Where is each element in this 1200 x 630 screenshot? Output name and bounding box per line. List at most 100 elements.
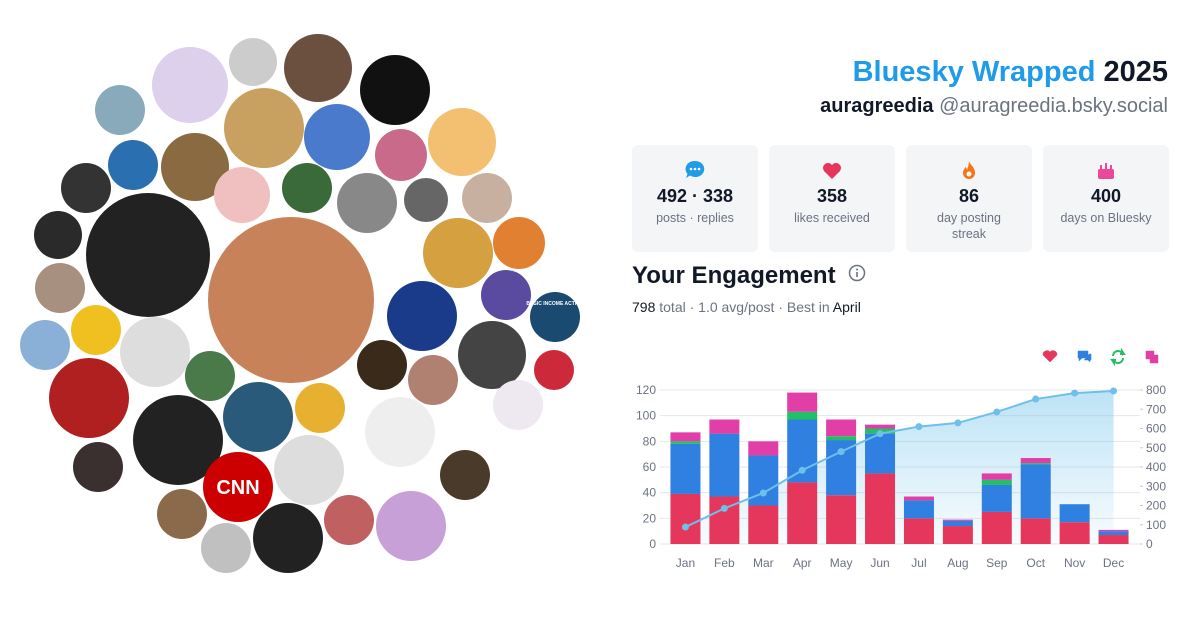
bar-segment: [787, 392, 818, 412]
stat-label: days on Bluesky: [1060, 211, 1152, 225]
avatar[interactable]: [360, 55, 430, 125]
y2-tick-label: 500: [1146, 441, 1166, 455]
avatar[interactable]: [35, 263, 85, 313]
avatar[interactable]: [161, 133, 229, 201]
avatar[interactable]: [20, 320, 70, 370]
avatar[interactable]: [203, 452, 273, 522]
avatar[interactable]: [223, 382, 293, 452]
total: 798: [632, 299, 656, 315]
avatar[interactable]: [284, 34, 352, 102]
bar-segment: [1020, 464, 1051, 519]
x-tick-label: Jul: [911, 556, 926, 570]
avatar[interactable]: [49, 358, 129, 438]
bar-segment: [709, 433, 740, 497]
avatar[interactable]: [481, 270, 531, 320]
avatar[interactable]: [208, 217, 374, 383]
point: [954, 419, 962, 427]
avatar[interactable]: [423, 218, 493, 288]
avatar[interactable]: [408, 355, 458, 405]
x-tick-label: Apr: [793, 556, 812, 570]
avatar[interactable]: [357, 340, 407, 390]
avatar[interactable]: [304, 104, 370, 170]
bar-segment: [748, 505, 779, 544]
avatar[interactable]: [253, 503, 323, 573]
icon: [685, 160, 705, 178]
legend-icon[interactable]: [1145, 350, 1159, 364]
y2-tick-label: 800: [1146, 383, 1166, 397]
avatar[interactable]: [86, 193, 210, 317]
avatar[interactable]: [71, 305, 121, 355]
avatar[interactable]: [458, 321, 526, 389]
x-tick-label: May: [830, 556, 853, 570]
avatar[interactable]: [376, 491, 446, 561]
y2-tick-label: 100: [1146, 518, 1166, 532]
summary: 798 total · 1.0 avg/post · Best in April: [632, 299, 861, 315]
handle: auragreedia @auragreedia.bsky.social: [820, 95, 1168, 118]
stat-label: likes received: [794, 211, 870, 225]
icon: [963, 161, 975, 179]
legend-icon[interactable]: [1042, 350, 1058, 363]
avatar[interactable]: [295, 383, 345, 433]
x-tick-label: Feb: [714, 556, 735, 570]
avatar[interactable]: [282, 163, 332, 213]
icon: [823, 163, 841, 179]
bar-segment: [942, 519, 973, 521]
x-tick-label: Dec: [1103, 556, 1124, 570]
avatar[interactable]: [324, 495, 374, 545]
avatar[interactable]: [185, 351, 235, 401]
y-tick-label: 0: [649, 537, 656, 551]
avatar[interactable]: [428, 108, 496, 176]
avatar[interactable]: [530, 292, 580, 342]
stat-value: 400: [1090, 186, 1122, 206]
avatar-label: BASIC INCOME ACTION: [526, 301, 584, 307]
avatar[interactable]: [224, 88, 304, 168]
info-icon[interactable]: [848, 264, 868, 284]
avatar[interactable]: [387, 281, 457, 351]
avatar[interactable]: [214, 167, 270, 223]
avatar[interactable]: [73, 442, 123, 492]
avatar[interactable]: [375, 129, 427, 181]
point: [759, 489, 767, 497]
avatar[interactable]: [365, 397, 435, 467]
avatar[interactable]: [34, 211, 82, 259]
avatar[interactable]: [337, 173, 397, 233]
point: [681, 523, 689, 531]
point: [1110, 387, 1118, 395]
avatar[interactable]: [404, 178, 448, 222]
avatar[interactable]: [534, 350, 574, 390]
avatar[interactable]: [157, 489, 207, 539]
y-tick-label: 60: [643, 460, 657, 474]
avatar[interactable]: [120, 317, 190, 387]
avatar[interactable]: [274, 435, 344, 505]
avatar[interactable]: [440, 450, 490, 500]
avatar[interactable]: [201, 523, 251, 573]
legend-icon[interactable]: [1110, 347, 1126, 367]
point: [993, 408, 1001, 416]
bar-segment: [981, 479, 1012, 485]
bar-segment: [670, 493, 701, 544]
avatar-label: CNN: [216, 477, 259, 499]
bar-segment: [981, 484, 1012, 512]
summary-text: total · 1.0 avg/post · Best in: [659, 299, 830, 315]
avatar[interactable]: [462, 173, 512, 223]
bar-segment: [1020, 463, 1051, 465]
y-tick-label: 40: [643, 486, 657, 500]
heading-text: Your Engagement: [632, 262, 836, 289]
line: [685, 389, 1114, 528]
bar-segment: [787, 411, 818, 420]
avatar[interactable]: [152, 47, 228, 123]
avatar[interactable]: [493, 217, 545, 269]
bar-segment: [903, 500, 934, 519]
avatar[interactable]: [493, 380, 543, 430]
avatar[interactable]: [133, 395, 223, 485]
bar-segment: [826, 495, 857, 544]
avatar[interactable]: [95, 85, 145, 135]
avatar[interactable]: [61, 163, 111, 213]
legend-icon[interactable]: [1077, 350, 1092, 363]
avatar[interactable]: [229, 38, 277, 86]
bar-segment: [865, 424, 896, 429]
bar-segment: [670, 443, 701, 494]
avatar[interactable]: [108, 140, 158, 190]
